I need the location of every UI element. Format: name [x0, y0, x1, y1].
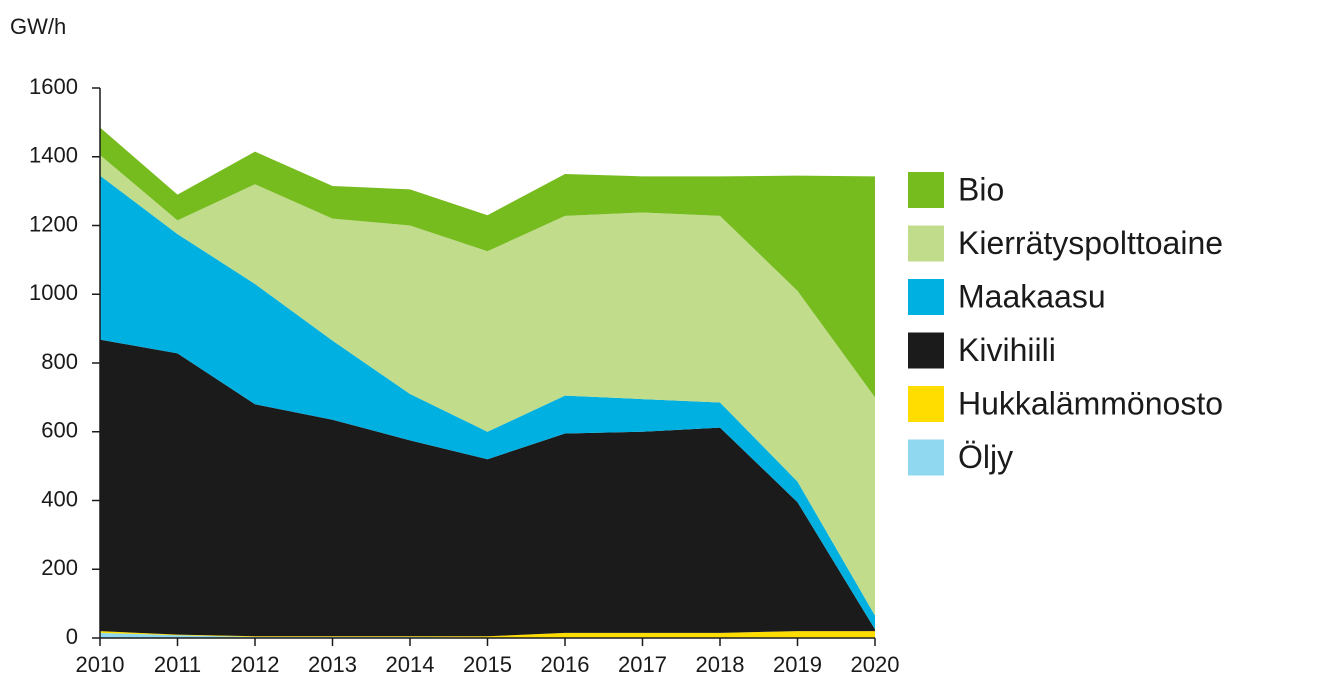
- y-tick-label: 1200: [29, 211, 78, 236]
- area: [100, 631, 875, 638]
- y-tick-label: 1000: [29, 280, 78, 305]
- x-tick-label: 2015: [463, 652, 512, 677]
- legend-swatch: [908, 439, 944, 476]
- y-tick-label: 1400: [29, 143, 78, 168]
- legend-swatch: [908, 279, 944, 315]
- x-tick-label: 2011: [154, 652, 201, 677]
- x-tick-label: 2010: [76, 652, 125, 677]
- area: [100, 339, 875, 637]
- y-tick-label: 1600: [29, 74, 78, 99]
- x-tick-label: 2014: [386, 652, 435, 677]
- legend-label: Kierrätyspolttoaine: [958, 225, 1223, 261]
- x-tick-label: 2019: [773, 652, 822, 677]
- legend-label: Hukkalämmönosto: [958, 385, 1223, 421]
- area: [100, 127, 875, 398]
- area: [100, 155, 875, 616]
- x-tick-label: 2016: [541, 652, 590, 677]
- y-tick-label: 0: [66, 624, 78, 649]
- y-tick-label: 200: [41, 555, 78, 580]
- legend-swatch: [908, 332, 944, 369]
- legend-label: Bio: [958, 171, 1004, 207]
- y-tick-label: 400: [41, 486, 78, 511]
- x-tick-label: 2017: [618, 652, 667, 677]
- y-tick-label: 800: [41, 349, 78, 374]
- legend-swatch: [908, 225, 944, 262]
- x-tick-label: 2012: [231, 652, 280, 677]
- legend-swatch: [908, 172, 944, 208]
- legend-label: Kivihiili: [958, 332, 1056, 368]
- legend-label: Maakaasu: [958, 278, 1106, 314]
- legend-swatch: [908, 386, 944, 422]
- legend-label: Öljy: [958, 439, 1013, 475]
- x-tick-label: 2020: [851, 652, 900, 677]
- x-tick-label: 2018: [696, 652, 745, 677]
- y-axis-label: GW/h: [10, 14, 66, 39]
- x-tick-label: 2013: [308, 652, 357, 677]
- y-tick-label: 600: [41, 418, 78, 443]
